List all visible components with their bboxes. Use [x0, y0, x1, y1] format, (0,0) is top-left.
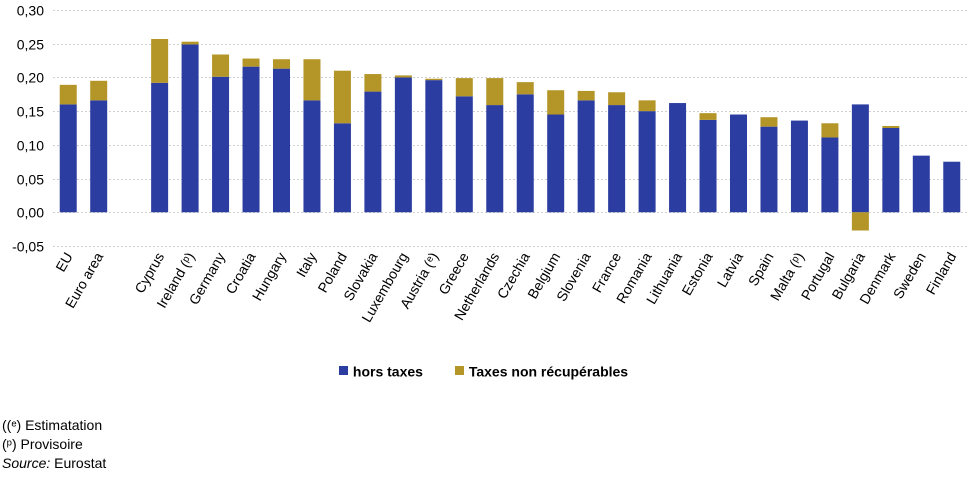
bar-hors-taxes: [333, 123, 351, 213]
bar-taxes: [486, 78, 504, 106]
x-tick-label: Finland: [923, 250, 960, 298]
bar-hors-taxes: [790, 120, 808, 213]
bar-taxes: [547, 90, 565, 115]
bar-hors-taxes: [242, 66, 260, 213]
bar-taxes: [699, 113, 717, 120]
bar-hors-taxes: [394, 77, 412, 213]
bar-hors-taxes: [730, 114, 747, 213]
bar-taxes: [333, 70, 351, 124]
bar-hors-taxes: [669, 103, 687, 213]
bar-hors-taxes: [547, 114, 565, 213]
bar-taxes: [90, 80, 108, 101]
legend-item-hors-taxes: hors taxes: [338, 362, 423, 379]
bar-taxes: [882, 125, 900, 128]
source-label: Source:: [2, 455, 51, 471]
x-tick-label: EU: [52, 250, 76, 275]
bar-taxes: [242, 58, 260, 67]
legend-label-taxes: Taxes non récupérables: [468, 362, 629, 379]
bar-taxes: [273, 59, 290, 69]
y-tick-label: 0,15: [17, 104, 44, 120]
bar-hors-taxes: [181, 44, 199, 213]
bar-taxes: [577, 90, 595, 101]
note-provisional: (ᵖ) Provisoire: [2, 436, 83, 452]
x-tick-label: Estonia: [678, 249, 715, 298]
footnotes: ((ᵉ) Estimatation (ᵖ) Provisoire Source:…: [2, 416, 106, 473]
y-tick-label: 0,20: [17, 70, 44, 86]
source-value: Eurostat: [50, 455, 107, 471]
bar-taxes: [851, 212, 869, 231]
bar-hors-taxes: [851, 104, 869, 213]
bar-hors-taxes: [699, 119, 717, 213]
legend-label-hors-taxes: hors taxes: [352, 362, 423, 379]
bar-hors-taxes: [455, 96, 473, 213]
bar-hors-taxes: [151, 82, 169, 213]
x-tick-label: Italy: [293, 250, 320, 280]
bar-hors-taxes: [59, 104, 77, 213]
bar-hors-taxes: [882, 128, 900, 213]
bar-chart: 0,30 0,25 0,20 0,15 0,10 0,05 0,00 -0,05 EUEuro…: [12, 3, 967, 325]
bar-hors-taxes: [425, 80, 443, 213]
bar-taxes: [516, 82, 534, 95]
bar-taxes: [455, 78, 473, 97]
y-axis-ticks: 0,30 0,25 0,20 0,15 0,10 0,05 0,00 -0,05: [12, 3, 44, 255]
bar-taxes: [760, 117, 778, 127]
gridlines: [53, 10, 967, 247]
bar-hors-taxes: [577, 100, 595, 213]
bar-hors-taxes: [912, 155, 930, 213]
y-tick-label: 0,05: [17, 172, 44, 188]
bar-hors-taxes: [760, 126, 778, 213]
y-tick-label: 0,00: [17, 205, 44, 221]
legend-swatch-taxes: [454, 366, 464, 376]
bar-taxes: [394, 75, 412, 78]
bar-hors-taxes: [273, 68, 290, 213]
x-tick-label: Latvia: [714, 249, 747, 290]
y-tick-label: 0,30: [17, 3, 44, 19]
bar-taxes: [638, 100, 656, 112]
bar-hors-taxes: [608, 105, 626, 213]
bar-taxes: [608, 92, 626, 106]
bar-hors-taxes: [943, 161, 961, 213]
bar-taxes: [59, 84, 77, 105]
bar-hors-taxes: [638, 111, 656, 213]
y-tick-label: 0,10: [17, 138, 44, 154]
y-tick-label: -0,05: [12, 239, 44, 255]
note-estimate: ((ᵉ) Estimatation: [2, 417, 103, 433]
bar-hors-taxes: [821, 137, 839, 213]
bar-hors-taxes: [212, 76, 230, 213]
bar-hors-taxes: [90, 100, 108, 213]
legend: hors taxes Taxes non récupérables: [0, 361, 967, 379]
bar-hors-taxes: [516, 94, 534, 213]
bars: [59, 38, 961, 231]
bar-hors-taxes: [486, 105, 504, 213]
legend-item-taxes: Taxes non récupérables: [454, 362, 629, 379]
bar-taxes: [212, 54, 230, 77]
bar-taxes: [364, 74, 382, 92]
bar-taxes: [181, 41, 199, 45]
bar-taxes: [151, 38, 169, 83]
bar-hors-taxes: [364, 91, 382, 213]
source-line: Source: Eurostat: [2, 454, 106, 473]
legend-swatch-hors-taxes: [338, 366, 348, 376]
y-tick-label: 0,25: [17, 37, 44, 53]
x-tick-label: Spain: [745, 250, 777, 289]
bar-hors-taxes: [303, 100, 321, 213]
bar-taxes: [425, 78, 443, 81]
bar-taxes: [303, 59, 321, 101]
bar-taxes: [821, 123, 839, 138]
